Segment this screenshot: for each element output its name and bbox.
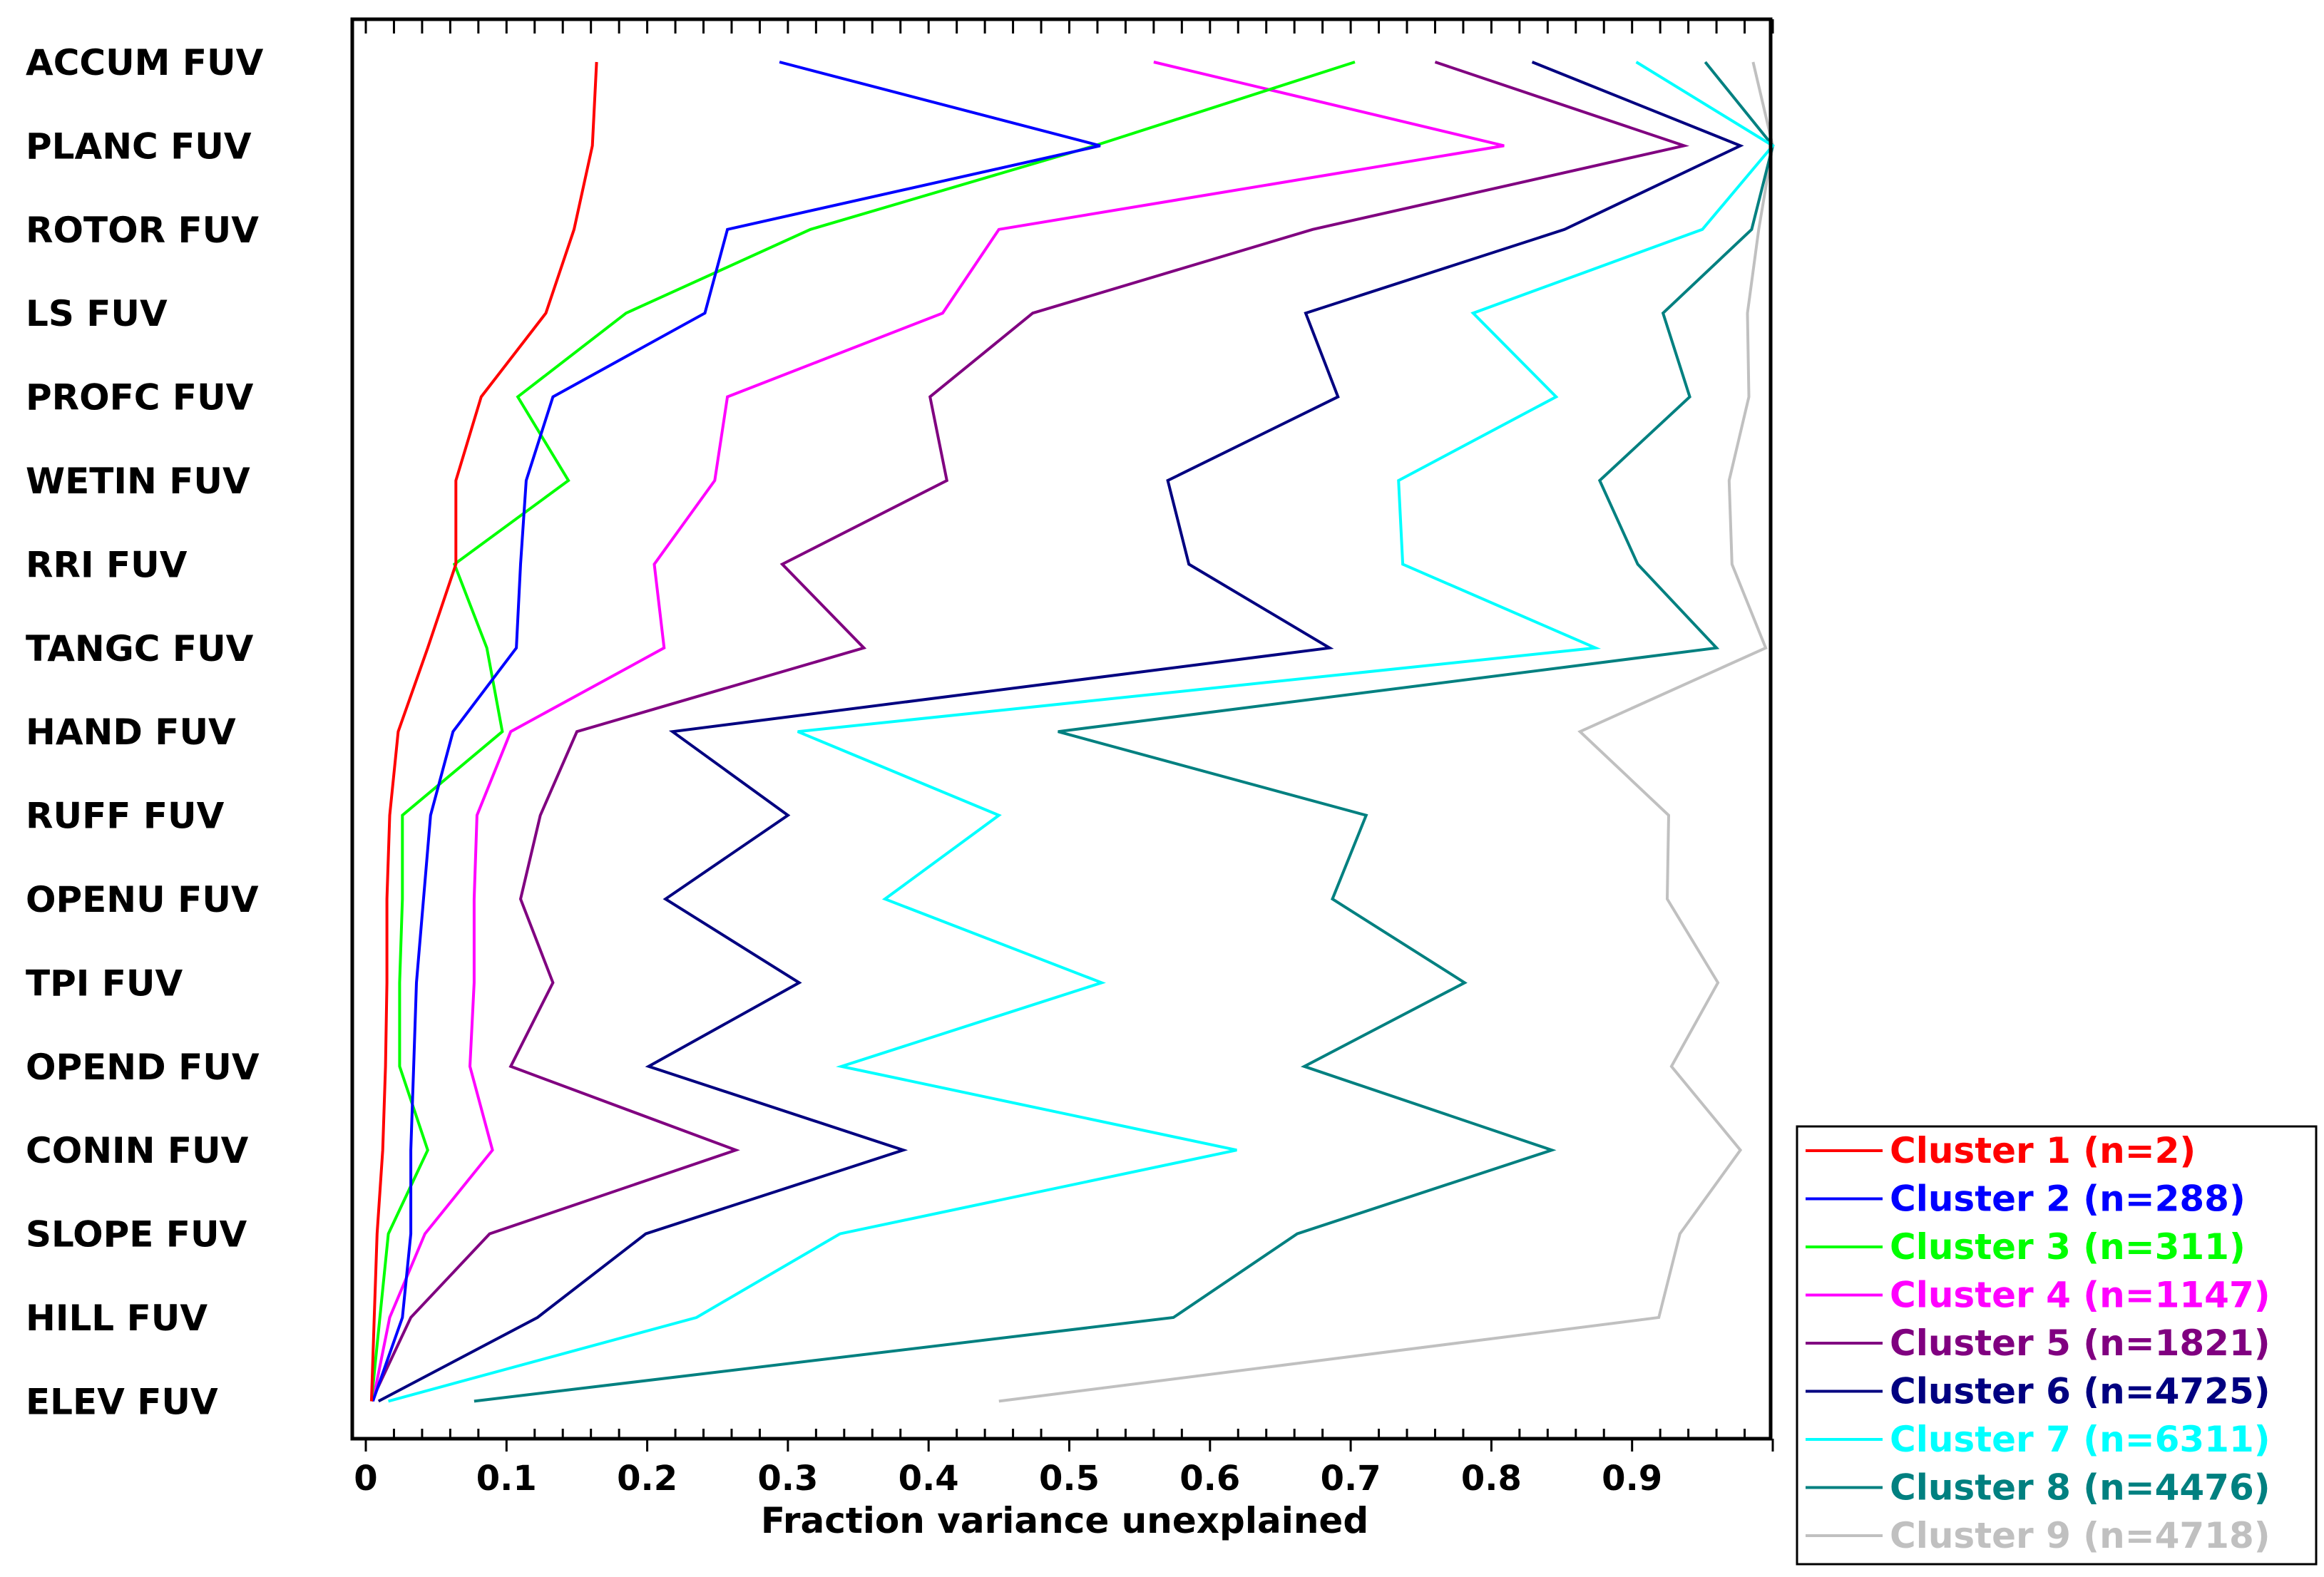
- series-layer: [369, 61, 1776, 1403]
- category-label: OPEND FUV: [26, 1047, 260, 1088]
- series-line-cluster-7: [388, 61, 1776, 1403]
- x-tick-label: 0.1: [476, 1459, 537, 1499]
- x-tick-label: 0.6: [1179, 1459, 1240, 1499]
- category-label: ROTOR FUV: [26, 210, 259, 251]
- category-label: HILL FUV: [26, 1298, 208, 1339]
- series-line-cluster-3: [369, 61, 1356, 1402]
- category-label: PLANC FUV: [26, 125, 252, 167]
- legend-frame: [1796, 1125, 2318, 1566]
- legend-label: Cluster 3 (n=311): [1890, 1226, 2246, 1268]
- category-label: TANGC FUV: [26, 628, 254, 669]
- series-line-cluster-5: [370, 61, 1690, 1402]
- legend-label: Cluster 7 (n=6311): [1890, 1419, 2271, 1460]
- category-label: WETIN FUV: [26, 461, 250, 502]
- x-tick-label: 0.9: [1602, 1459, 1662, 1499]
- x-tick-label: 0.5: [1039, 1459, 1100, 1499]
- legend-label: Cluster 9 (n=4718): [1890, 1515, 2271, 1556]
- x-tick-label: 0.8: [1461, 1459, 1522, 1499]
- x-axis-ticks: [364, 1429, 1774, 1452]
- plot-area-frame: [350, 17, 1773, 1441]
- series-line-cluster-8: [473, 61, 1775, 1403]
- x-tick-label: 0: [354, 1459, 377, 1499]
- x-tick-label: 0.4: [899, 1459, 959, 1499]
- category-label: LS FUV: [26, 293, 168, 334]
- series-line-cluster-6: [377, 61, 1744, 1403]
- category-label: PROFC FUV: [26, 377, 254, 418]
- top-minor-ticks: [364, 19, 1774, 34]
- legend-label: Cluster 8 (n=4476): [1890, 1467, 2271, 1509]
- category-label: CONIN FUV: [26, 1130, 249, 1171]
- legend-label: Cluster 6 (n=4725): [1890, 1371, 2271, 1412]
- series-line-cluster-4: [371, 61, 1505, 1402]
- series-line-cluster-1: [369, 61, 598, 1402]
- category-label: TPI FUV: [26, 962, 183, 1004]
- legend: Cluster 1 (n=2) Cluster 2 (n=288) Cluster …: [1796, 1125, 2318, 1566]
- x-tick-label: 0.3: [757, 1459, 818, 1499]
- category-label: ACCUM FUV: [26, 42, 264, 83]
- category-label: OPENU FUV: [26, 879, 259, 920]
- series-line-cluster-9: [998, 61, 1775, 1403]
- category-label: HAND FUV: [26, 712, 236, 753]
- x-tick-label: 0.2: [617, 1459, 677, 1499]
- x-tick-labels: 0 0.1 0.2 0.3 0.4 0.5 0.6 0.7 0.8 0.9: [354, 1459, 1662, 1499]
- legend-label: Cluster 1 (n=2): [1890, 1130, 2196, 1171]
- x-axis-title: Fraction variance unexplained: [761, 1500, 1368, 1541]
- category-label: ELEV FUV: [26, 1381, 218, 1422]
- category-label: RUFF FUV: [26, 796, 225, 837]
- category-label: RRI FUV: [26, 544, 188, 585]
- legend-label: Cluster 2 (n=288): [1890, 1178, 2246, 1220]
- series-line-cluster-2: [372, 61, 1101, 1402]
- x-tick-label: 0.7: [1321, 1459, 1381, 1499]
- legend-label: Cluster 4 (n=1147): [1890, 1275, 2271, 1316]
- category-labels: ACCUM FUV PLANC FUV ROTOR FUV LS FUV PROFC F…: [26, 42, 264, 1422]
- legend-label: Cluster 5 (n=1821): [1890, 1322, 2271, 1364]
- category-label: SLOPE FUV: [26, 1214, 247, 1255]
